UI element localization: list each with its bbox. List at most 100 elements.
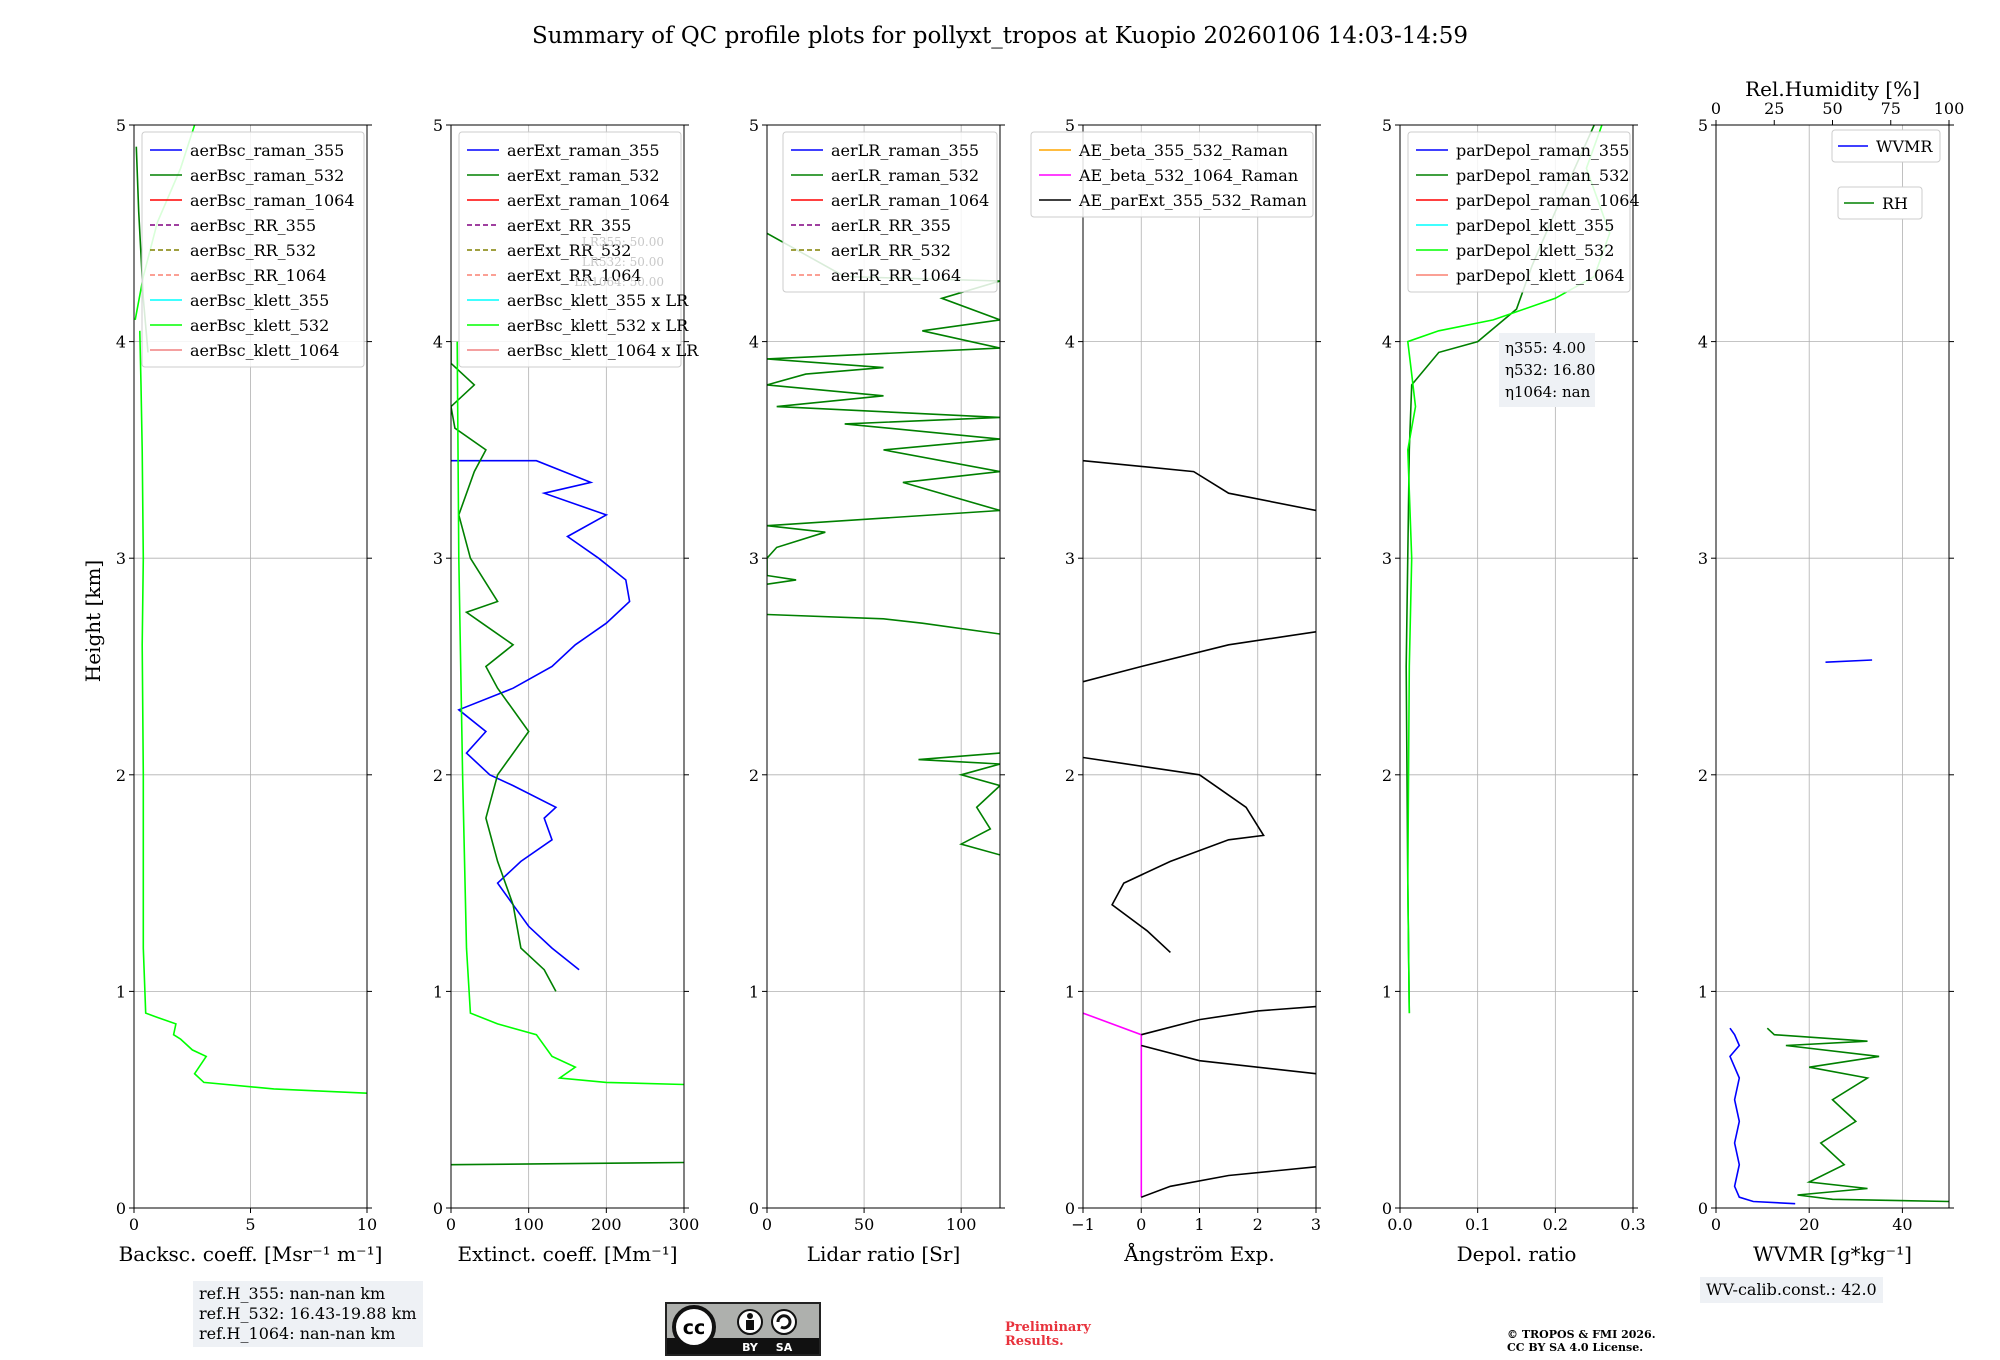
legend-box bbox=[782, 131, 998, 293]
y-tick-label: 3 bbox=[433, 549, 443, 568]
y-tick-label: 4 bbox=[1065, 333, 1075, 352]
series-aerLR_raman_532_a bbox=[918, 752, 1000, 856]
y-tick-label: 2 bbox=[749, 766, 759, 785]
y-tick-label: 0 bbox=[1698, 1199, 1708, 1218]
legend-label: aerBsc_raman_355 bbox=[190, 141, 344, 160]
ref-height-355: ref.H_355: nan-nan km bbox=[199, 1284, 386, 1303]
legend-label: aerBsc_raman_1064 bbox=[190, 191, 355, 210]
eta-label: η1064: nan bbox=[1505, 383, 1591, 401]
series-RH_upper bbox=[1825, 659, 1873, 663]
preliminary-note: Preliminary Results. bbox=[1005, 1320, 1091, 1349]
series-AE_parExt_f bbox=[1083, 459, 1316, 512]
y-tick-label: 0 bbox=[1382, 1199, 1392, 1218]
top-x-tick-label: 0 bbox=[1711, 99, 1721, 118]
x-tick-label: 20 bbox=[1799, 1215, 1819, 1234]
legend-label: aerBsc_klett_1064 bbox=[190, 341, 339, 360]
y-tick-label: 5 bbox=[116, 116, 126, 135]
y-tick-label: 4 bbox=[116, 333, 126, 352]
figure-title: Summary of QC profile plots for pollyxt_… bbox=[532, 23, 1468, 49]
lr-label: LR532: 50.00 bbox=[582, 255, 664, 269]
legend-label: parDepol_klett_1064 bbox=[1456, 266, 1625, 285]
legend-label: parDepol_raman_532 bbox=[1456, 166, 1629, 185]
axes-frame bbox=[1715, 124, 1950, 1209]
x-axis-label: Depol. ratio bbox=[1457, 1242, 1577, 1266]
y-tick-label: 2 bbox=[1382, 766, 1392, 785]
cc-sa-label: SA bbox=[776, 1341, 793, 1354]
series-AE_parExt_d bbox=[1083, 756, 1265, 953]
series-AE_parExt_c bbox=[1141, 1005, 1316, 1036]
x-axis-label: Ångström Exp. bbox=[1123, 1241, 1274, 1266]
legend-label: parDepol_klett_355 bbox=[1456, 216, 1614, 235]
series-aerLR_raman_532_c bbox=[767, 232, 1000, 585]
legend-label: aerBsc_klett_355 x LR bbox=[507, 291, 689, 310]
legend-box bbox=[1030, 131, 1314, 218]
x-tick-label: −1 bbox=[1071, 1215, 1095, 1234]
x-tick-label: 300 bbox=[669, 1215, 700, 1234]
y-tick-label: 4 bbox=[749, 333, 759, 352]
series-aerExt_raman_355 bbox=[451, 459, 631, 971]
y-tick-label: 0 bbox=[749, 1199, 759, 1218]
legend-label: aerBsc_klett_532 bbox=[190, 316, 329, 335]
x-tick-label: 40 bbox=[1892, 1215, 1912, 1234]
x-tick-label: 0.0 bbox=[1387, 1215, 1412, 1234]
series-RH bbox=[1766, 1027, 1949, 1203]
legend-label: aerExt_raman_1064 bbox=[507, 191, 670, 210]
y-tick-label: 5 bbox=[1065, 116, 1075, 135]
series-aerBsc_klett_532 bbox=[139, 330, 367, 1094]
legend-label: aerLR_raman_532 bbox=[831, 166, 979, 185]
cc-by-label: BY bbox=[742, 1341, 759, 1354]
x-tick-label: 0.1 bbox=[1465, 1215, 1490, 1234]
x-tick-label: 5 bbox=[245, 1215, 255, 1234]
y-tick-label: 1 bbox=[116, 982, 126, 1001]
legend-label: aerExt_RR_1064 bbox=[507, 266, 642, 285]
legend-label: parDepol_raman_355 bbox=[1456, 141, 1629, 160]
legend-label: parDepol_raman_1064 bbox=[1456, 191, 1640, 210]
legend-label: aerBsc_klett_532 x LR bbox=[507, 316, 689, 335]
axes-frame bbox=[766, 124, 1001, 1209]
legend-label: aerBsc_RR_1064 bbox=[190, 266, 326, 285]
copyright-note: © TROPOS & FMI 2026. CC BY SA 4.0 Licens… bbox=[1507, 1328, 1656, 1354]
x-tick-label: 100 bbox=[946, 1215, 977, 1234]
ref-height-1064: ref.H_1064: nan-nan km bbox=[199, 1324, 396, 1343]
x-tick-label: 100 bbox=[513, 1215, 544, 1234]
legend-label: AE_beta_355_532_Raman bbox=[1078, 141, 1288, 160]
series-aerBsc_klett_532 x LR bbox=[456, 341, 684, 1086]
legend-box bbox=[1837, 186, 1923, 220]
y-tick-label: 3 bbox=[1065, 549, 1075, 568]
legend-label: WVMR bbox=[1876, 137, 1933, 156]
x-tick-label: 0 bbox=[1136, 1215, 1146, 1234]
legend-label: aerLR_raman_1064 bbox=[831, 191, 989, 210]
svg-text:cc: cc bbox=[683, 1317, 706, 1339]
ref-height-532: ref.H_532: 16.43-19.88 km bbox=[199, 1304, 417, 1323]
legend-label: aerBsc_klett_355 bbox=[190, 291, 329, 310]
y-tick-label: 2 bbox=[1065, 766, 1075, 785]
top-x-tick-label: 100 bbox=[1934, 99, 1965, 118]
legend-label: aerBsc_RR_355 bbox=[190, 216, 316, 235]
y-tick-label: 0 bbox=[116, 1199, 126, 1218]
x-tick-label: 0.3 bbox=[1620, 1215, 1645, 1234]
y-tick-label: 3 bbox=[749, 549, 759, 568]
y-tick-label: 2 bbox=[1698, 766, 1708, 785]
legend-label: aerBsc_raman_532 bbox=[190, 166, 344, 185]
lr-label: LR355: 50.00 bbox=[582, 235, 664, 249]
series-WVMR bbox=[1729, 1027, 1796, 1205]
axes-frame bbox=[1399, 124, 1634, 1209]
y-tick-label: 0 bbox=[433, 1199, 443, 1218]
y-tick-label: 1 bbox=[1698, 982, 1708, 1001]
legend-label: aerLR_RR_355 bbox=[831, 216, 951, 235]
top-x-tick-label: 50 bbox=[1822, 99, 1842, 118]
legend-label: aerExt_raman_532 bbox=[507, 166, 660, 185]
cc-badge-graphic: cc BY SA bbox=[667, 1305, 819, 1354]
ref-height-box: ref.H_355: nan-nan km ref.H_532: 16.43-1… bbox=[193, 1281, 423, 1347]
panel-2: 0 1 2 3 4 5 0 100 200 300 Extinct. coeff. [Mm⁻¹] ae… bbox=[433, 116, 699, 1266]
series-AE_parExt_a bbox=[1141, 1166, 1316, 1198]
series-aerExt_raman_532_low bbox=[451, 1161, 684, 1166]
y-tick-label: 0 bbox=[1065, 1199, 1075, 1218]
legend-label: AE_parExt_355_532_Raman bbox=[1078, 191, 1307, 210]
series-group bbox=[451, 341, 684, 1166]
legend-label: aerLR_RR_1064 bbox=[831, 266, 961, 285]
